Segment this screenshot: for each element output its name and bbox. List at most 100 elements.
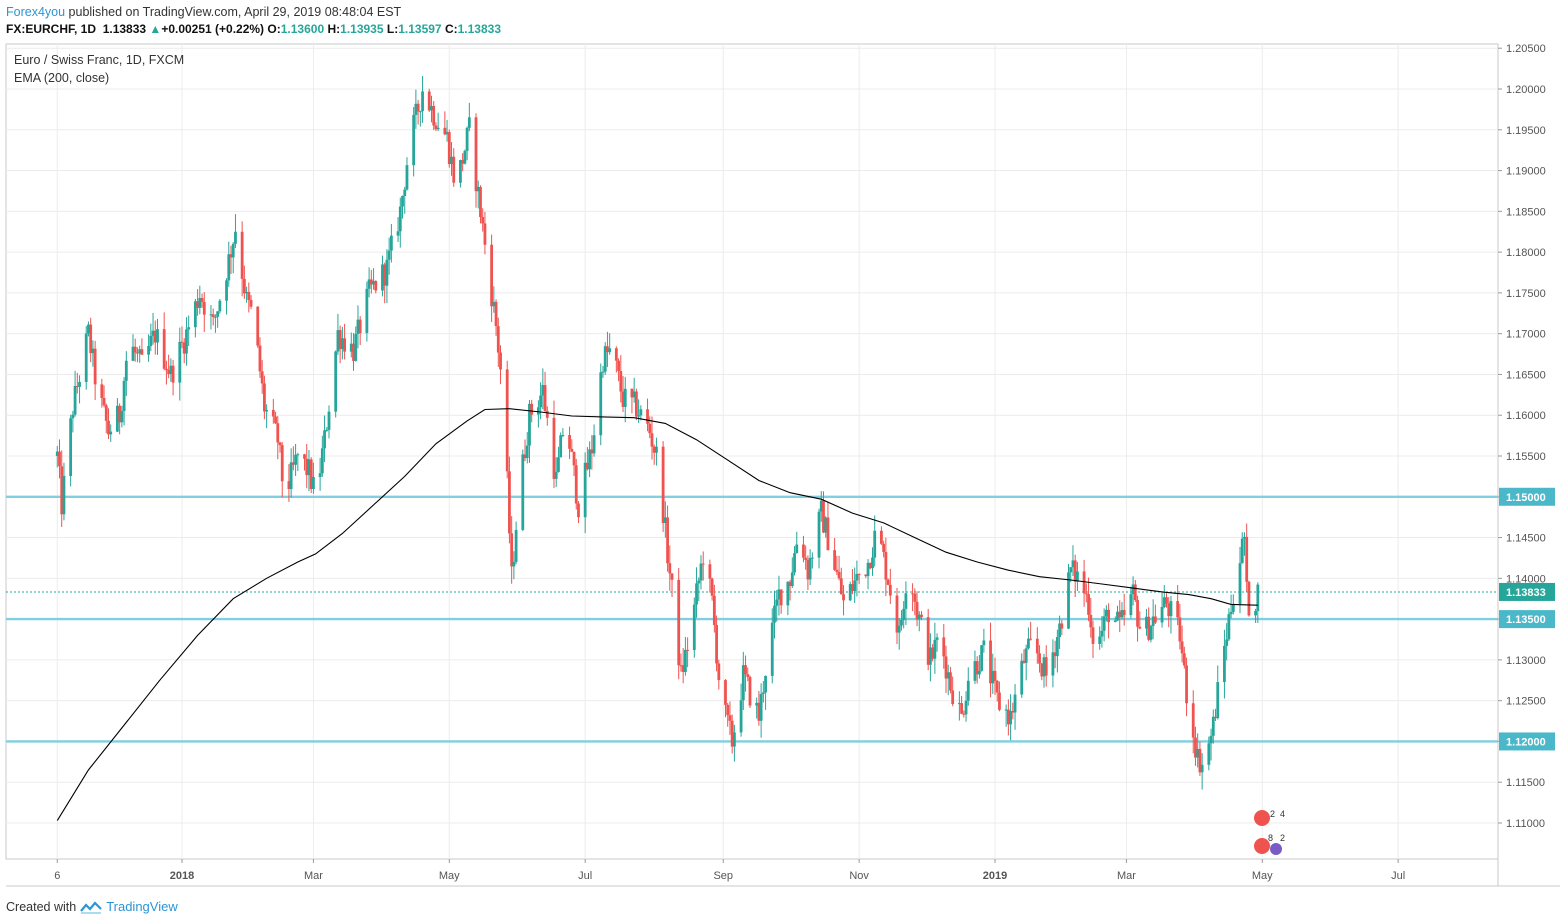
candle xyxy=(1198,741,1202,776)
candle xyxy=(1247,580,1251,617)
y-tick-label: 1.16500 xyxy=(1506,369,1546,381)
candle-body xyxy=(710,578,714,596)
event-badge-icon xyxy=(1254,810,1270,826)
candle xyxy=(1165,593,1168,608)
ohlc-bar: FX:EURCHF, 1D 1.13833 ▲+0.00251 (+0.22%)… xyxy=(6,22,501,36)
candle xyxy=(234,214,237,248)
candle xyxy=(156,318,159,355)
candle-body xyxy=(387,250,391,260)
candle-body xyxy=(1227,614,1231,640)
candle-body xyxy=(55,451,59,456)
candle xyxy=(405,157,409,191)
candle xyxy=(650,416,654,460)
candle-body xyxy=(73,385,77,415)
candle-body xyxy=(521,454,525,530)
candle xyxy=(552,400,556,489)
candle-body xyxy=(147,345,150,355)
candle-body xyxy=(381,264,384,291)
candle-body xyxy=(995,680,999,693)
candle xyxy=(389,223,393,263)
candle-body xyxy=(1185,665,1188,704)
candle-body xyxy=(104,405,108,421)
candle-body xyxy=(1006,709,1010,725)
candle xyxy=(162,312,166,371)
x-tick-label: 6 xyxy=(54,870,60,882)
candle xyxy=(670,573,674,598)
candle-body xyxy=(982,640,986,646)
candle-body xyxy=(528,403,531,446)
candle xyxy=(494,299,498,336)
candle-body xyxy=(1098,636,1102,644)
candle-body xyxy=(356,319,360,334)
indicator-legend: EMA (200, close) xyxy=(14,71,110,85)
candle xyxy=(62,462,66,521)
candle xyxy=(741,651,745,711)
candle xyxy=(1102,608,1106,642)
candle-body xyxy=(432,105,436,126)
candle xyxy=(334,350,338,418)
candle xyxy=(336,313,340,355)
candle xyxy=(866,559,870,590)
candle xyxy=(71,410,75,433)
candle xyxy=(289,448,293,498)
candle-body xyxy=(900,619,903,626)
candle-body xyxy=(788,581,792,587)
candle xyxy=(427,88,431,112)
candle-body xyxy=(1104,609,1108,617)
x-tick-label: Sep xyxy=(713,870,733,882)
candle xyxy=(975,656,979,684)
candle xyxy=(525,432,529,464)
candle-body xyxy=(741,665,745,701)
candle-body xyxy=(795,544,799,554)
candle-body xyxy=(84,333,88,382)
candle xyxy=(588,441,592,478)
candle-body xyxy=(911,593,914,595)
y-tick-label: 1.19000 xyxy=(1506,166,1546,178)
candle-body xyxy=(171,365,175,383)
candle-body xyxy=(403,189,407,197)
candle xyxy=(116,398,119,433)
y-tick-label: 1.19500 xyxy=(1506,125,1546,137)
candle xyxy=(632,377,636,403)
candle xyxy=(474,113,478,208)
candle xyxy=(960,695,963,715)
candle-body xyxy=(231,243,235,258)
candle xyxy=(1223,629,1226,699)
candle-body xyxy=(632,391,636,398)
candle xyxy=(138,345,142,363)
candle-body xyxy=(1067,572,1070,629)
candle-body xyxy=(1029,638,1033,640)
candle xyxy=(225,278,228,315)
candle-body xyxy=(935,637,939,640)
candle xyxy=(214,314,217,333)
author-link[interactable]: Forex4you xyxy=(6,5,66,19)
candle-body xyxy=(343,338,346,352)
candle xyxy=(1133,580,1137,602)
candle-body xyxy=(884,552,888,580)
candle-body xyxy=(1231,603,1235,612)
candle-body xyxy=(91,348,95,354)
candle-body xyxy=(374,281,378,291)
candle xyxy=(147,334,150,362)
candle xyxy=(1225,623,1229,661)
candle xyxy=(585,447,589,471)
tradingview-link[interactable]: TradingView xyxy=(106,899,178,914)
candle-body xyxy=(1129,594,1133,616)
candle xyxy=(931,643,935,662)
candle-body xyxy=(913,593,917,602)
candle-body xyxy=(1223,645,1226,683)
candle-body xyxy=(1256,584,1260,611)
candle xyxy=(1011,702,1015,720)
candle-body xyxy=(964,700,968,715)
candle xyxy=(666,505,669,572)
candle-body xyxy=(817,511,821,558)
candle-body xyxy=(614,348,618,361)
candle-body xyxy=(124,360,128,381)
candle xyxy=(443,111,447,136)
candle-body xyxy=(545,410,549,418)
candle-body xyxy=(603,346,607,372)
candle-body xyxy=(1055,637,1059,657)
candle xyxy=(944,645,948,693)
candle-body xyxy=(211,314,215,317)
